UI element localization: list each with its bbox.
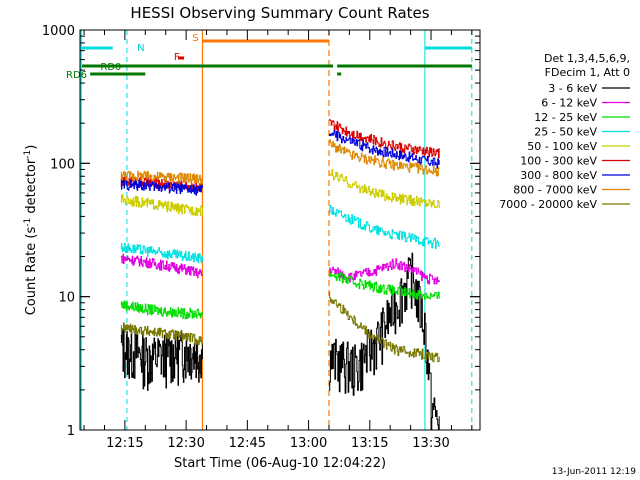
flag-label-f: F [174,52,180,63]
series-3 [120,205,440,264]
x-tick-label: 13:15 [351,436,388,451]
legend-label: 7000 - 20000 keV [499,198,597,211]
series-0 [120,252,440,430]
legend-label: 6 - 12 keV [541,97,597,110]
y-axis-label: Count Rate (s-1 detector-1) [23,145,39,316]
series-line [120,328,203,391]
x-tick-label: 13:30 [412,436,449,451]
legend-label: 300 - 800 keV [520,169,597,182]
legend-header: Det 1,3,4,5,6,9, [544,52,630,65]
y-axis: 1 10 100 1000 [42,24,480,439]
legend-label: 3 - 6 keV [548,82,597,95]
series-line [120,242,203,264]
series-line [329,129,440,169]
series-6 [120,129,440,196]
series-line [120,253,203,279]
x-axis-label: Start Time (06-Aug-10 12:04:22) [174,456,386,471]
series-line [329,205,440,250]
legend-label: 100 - 300 keV [520,155,597,168]
series-line [329,291,440,363]
y-tick-label: 100 [50,157,75,172]
series-line [120,170,203,185]
series-2 [120,270,440,320]
series-7 [120,139,440,185]
flag-label-rd6: RD6 [66,70,87,81]
series-line [329,270,440,300]
x-tick-label: 12:15 [106,436,143,451]
y-tick-label: 10 [58,291,75,306]
legend-label: 800 - 7000 keV [513,184,597,197]
series-4 [120,169,440,217]
series-line [329,119,440,159]
x-axis: 12:15 12:30 12:45 13:00 13:15 13:30 [83,30,473,451]
x-tick-label: 12:45 [229,436,266,451]
flag-label-s: S [192,33,198,44]
series-line [120,322,203,345]
series-line [329,252,440,430]
series-8 [120,291,440,363]
plot-frame [79,29,481,431]
legend: Det 1,3,4,5,6,9,FDecim 1, Att 0 3 - 6 keV… [499,52,630,211]
y-tick-label: 1000 [42,24,75,39]
legend-label: 12 - 25 keV [534,111,597,124]
x-tick-label: 13:00 [290,436,327,451]
x-tick-label: 12:30 [167,436,204,451]
legend-label: 25 - 50 keV [534,126,597,139]
series-line [120,300,203,320]
series-line [329,139,440,177]
legend-label: 50 - 100 keV [527,140,597,153]
chart-title: HESSI Observing Summary Count Rates [130,4,429,22]
flag-label-n: N [137,43,144,54]
series-line [329,169,440,209]
legend-header: FDecim 1, Att 0 [545,66,630,79]
flag-label-rd0: RD0 [100,62,121,73]
series-line [120,194,203,217]
plot-content: N F S RD0 RD6 [66,30,473,430]
series-line [120,179,203,196]
y-tick-label: 1 [67,424,75,439]
footer-timestamp: 13-Jun-2011 12:19 [552,467,636,477]
